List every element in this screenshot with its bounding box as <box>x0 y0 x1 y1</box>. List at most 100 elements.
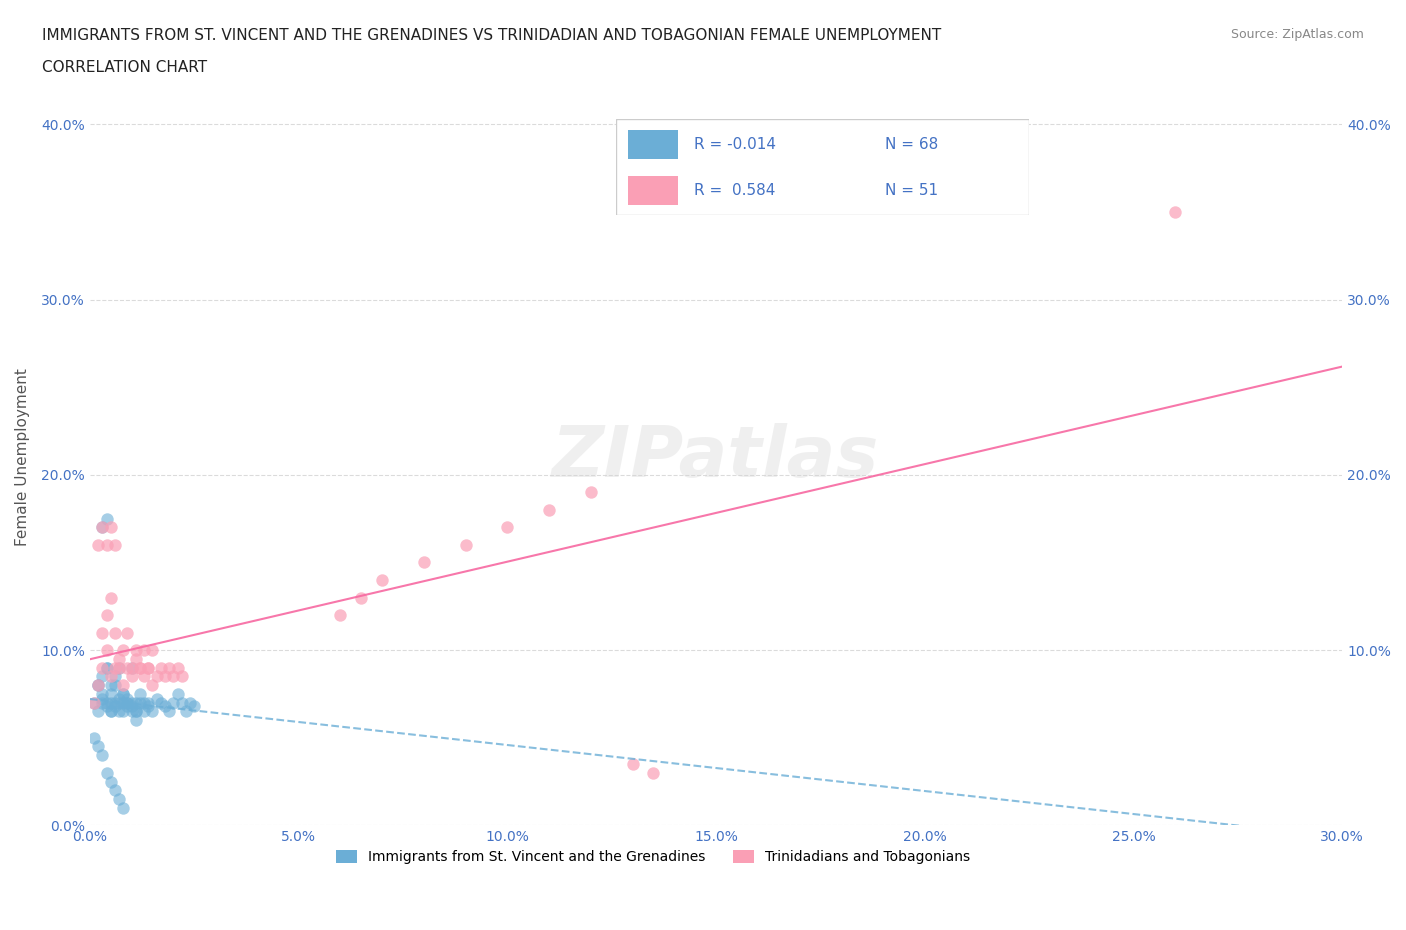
Point <box>104 660 127 675</box>
Point <box>121 704 143 719</box>
Text: Source: ZipAtlas.com: Source: ZipAtlas.com <box>1230 28 1364 41</box>
Point <box>170 669 193 684</box>
Point <box>91 696 114 711</box>
Point <box>125 651 148 666</box>
Point <box>100 704 122 719</box>
Point <box>153 698 176 713</box>
Point <box>96 660 118 675</box>
Point <box>83 730 105 745</box>
Point <box>112 704 135 719</box>
Point <box>117 625 139 640</box>
Point <box>134 643 156 658</box>
Point <box>83 696 105 711</box>
Point <box>96 538 118 552</box>
Point <box>145 692 167 707</box>
Point <box>129 660 152 675</box>
Point <box>496 520 519 535</box>
Point <box>121 669 143 684</box>
Point <box>145 669 167 684</box>
Point <box>136 696 159 711</box>
Point <box>104 698 127 713</box>
Point <box>91 669 114 684</box>
Point <box>174 704 197 719</box>
Point <box>371 573 394 588</box>
Point <box>643 765 665 780</box>
Point <box>87 678 110 693</box>
Point <box>136 698 159 713</box>
Point <box>170 696 193 711</box>
Point <box>91 686 114 701</box>
Point <box>149 660 172 675</box>
Point <box>141 704 163 719</box>
Point <box>104 696 127 711</box>
Point <box>112 686 135 701</box>
Point <box>134 704 156 719</box>
Point <box>129 686 152 701</box>
Point <box>134 669 156 684</box>
Point <box>91 692 114 707</box>
Point <box>129 696 152 711</box>
Point <box>108 660 131 675</box>
Point <box>104 669 127 684</box>
Point <box>112 696 135 711</box>
Point <box>108 692 131 707</box>
Point <box>91 520 114 535</box>
Point <box>100 704 122 719</box>
Point <box>454 538 477 552</box>
Point <box>149 696 172 711</box>
Point <box>134 696 156 711</box>
Point <box>166 686 188 701</box>
Point <box>100 774 122 789</box>
Point <box>125 704 148 719</box>
Point <box>104 625 127 640</box>
Point <box>329 607 352 622</box>
Point <box>87 678 110 693</box>
Point <box>112 801 135 816</box>
Point <box>112 678 135 693</box>
Point <box>96 643 118 658</box>
Point <box>538 502 561 517</box>
Point <box>100 520 122 535</box>
Point <box>104 538 127 552</box>
Point <box>621 756 644 771</box>
Text: CORRELATION CHART: CORRELATION CHART <box>42 60 207 75</box>
Point <box>121 698 143 713</box>
Point <box>121 696 143 711</box>
Point <box>117 698 139 713</box>
Point <box>117 692 139 707</box>
Point <box>136 660 159 675</box>
Point <box>157 660 180 675</box>
Point <box>108 696 131 711</box>
Point <box>157 704 180 719</box>
Point <box>108 660 131 675</box>
Point <box>100 686 122 701</box>
Point <box>96 765 118 780</box>
Point <box>91 520 114 535</box>
Point <box>87 678 110 693</box>
Point <box>162 669 184 684</box>
Point <box>100 591 122 605</box>
Text: ZIPatlas: ZIPatlas <box>553 423 880 492</box>
Point <box>136 660 159 675</box>
Point <box>91 660 114 675</box>
Point <box>96 696 118 711</box>
Y-axis label: Female Unemployment: Female Unemployment <box>15 368 30 546</box>
Point <box>117 696 139 711</box>
Point <box>153 669 176 684</box>
Point <box>91 748 114 763</box>
Point <box>112 643 135 658</box>
Point <box>96 607 118 622</box>
Point <box>125 643 148 658</box>
Point <box>579 485 602 499</box>
Point <box>166 660 188 675</box>
Point <box>108 651 131 666</box>
Point <box>1164 205 1187 219</box>
Point <box>91 625 114 640</box>
Point <box>87 739 110 754</box>
Point <box>96 512 118 526</box>
Point <box>117 660 139 675</box>
Point <box>96 698 118 713</box>
Point <box>83 696 105 711</box>
Point <box>125 704 148 719</box>
Point <box>87 704 110 719</box>
